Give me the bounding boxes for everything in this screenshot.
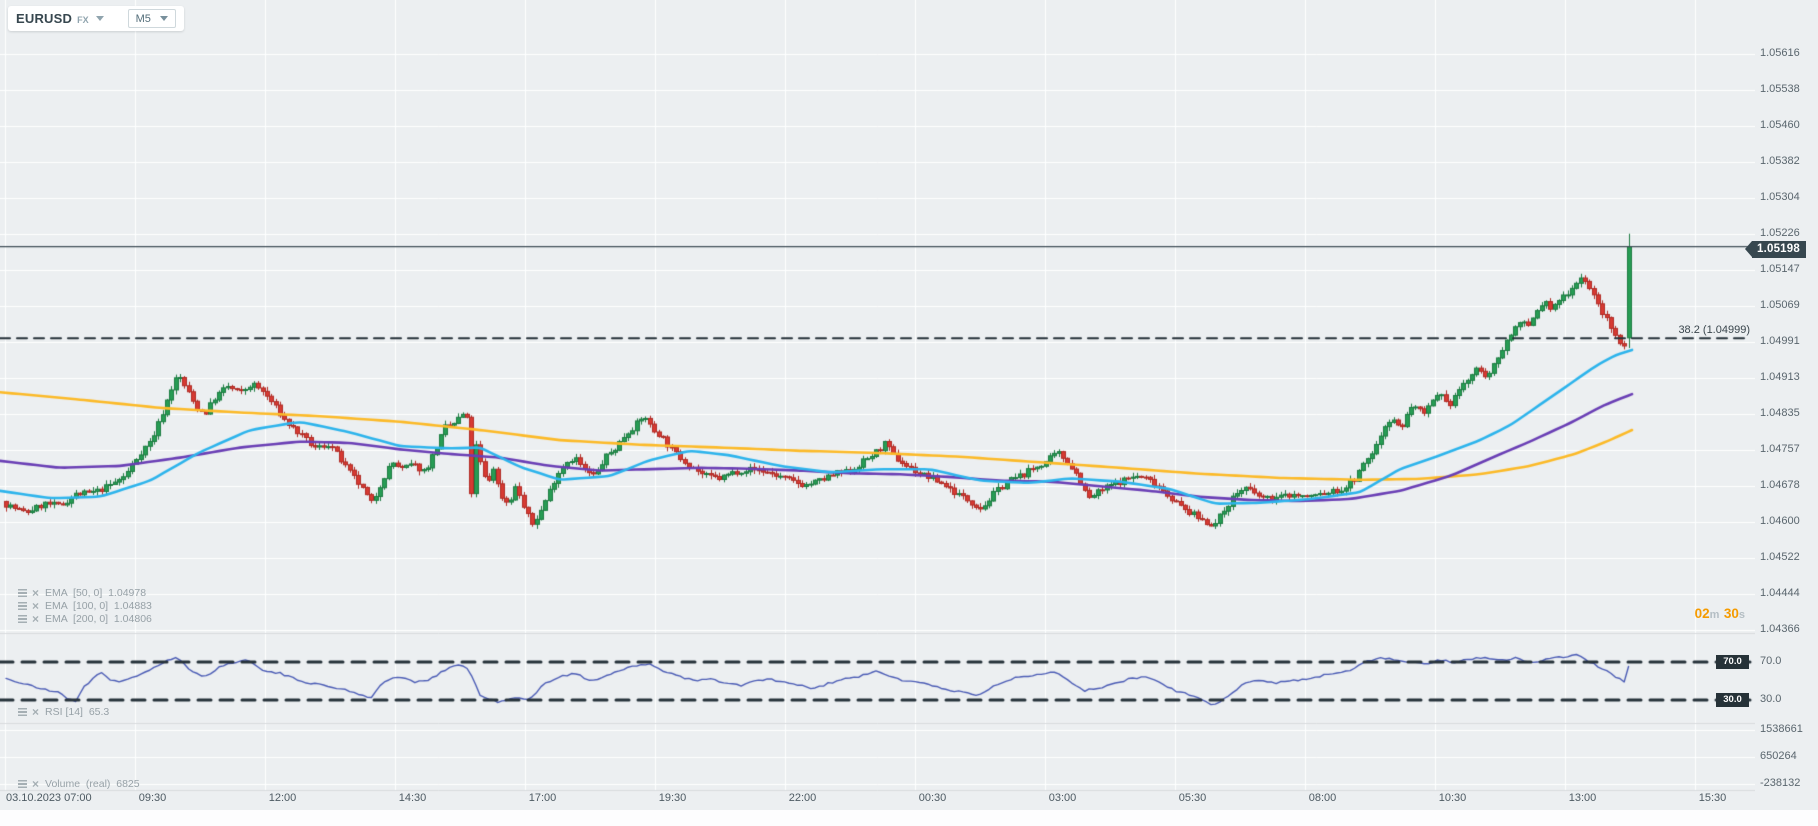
countdown-seconds: 30: [1723, 606, 1739, 621]
time-axis-label: 19:30: [658, 792, 687, 804]
volume-axis-label: 1538661: [1760, 723, 1803, 735]
countdown-seconds-unit: s: [1738, 609, 1745, 621]
volume-axis-label: 650264: [1760, 750, 1797, 762]
symbol-dropdown[interactable]: EURUSD FX: [16, 11, 104, 26]
time-axis-label: 17:00: [528, 792, 557, 804]
indicator-close-icon[interactable]: ×: [32, 777, 40, 791]
bottom-strip: [0, 810, 1818, 826]
chevron-down-icon: [95, 16, 104, 21]
indicator-settings-icon[interactable]: [18, 708, 27, 716]
indicator-settings-icon[interactable]: [18, 589, 27, 597]
time-axis-label: 14:30: [398, 792, 427, 804]
legend-ema50-text: EMA [50, 0] 1.04978: [45, 587, 147, 599]
chevron-down-icon: [159, 16, 168, 21]
time-axis-label: 09:30: [138, 792, 167, 804]
price-axis-label: 1.04444: [1760, 587, 1800, 599]
price-axis-label: 1.05382: [1760, 155, 1800, 167]
price-axis-label: 1.04913: [1760, 371, 1800, 383]
current-price-value: 1.05198: [1757, 243, 1800, 255]
time-axis-label: 13:00: [1568, 792, 1597, 804]
rsi-axis-lower-label: 30.0: [1760, 693, 1782, 705]
legend-ema100: × EMA [100, 0] 1.04883: [18, 600, 152, 612]
indicator-close-icon[interactable]: ×: [32, 586, 40, 600]
symbol-market-tag: FX: [77, 15, 89, 25]
price-axis-label: 1.05304: [1760, 191, 1800, 203]
time-axis-date-label: 03.10.2023 07:00: [6, 792, 92, 804]
price-axis-label: 1.04757: [1760, 443, 1800, 455]
indicator-close-icon[interactable]: ×: [32, 599, 40, 613]
countdown-minutes-unit: m: [1709, 609, 1720, 621]
time-axis-label: 10:30: [1438, 792, 1467, 804]
price-axis-label: 1.05226: [1760, 227, 1800, 239]
price-axis-label: 1.04366: [1760, 623, 1800, 635]
time-axis-label: 05:30: [1178, 792, 1207, 804]
price-axis-label: 1.04678: [1760, 479, 1800, 491]
timeframe-label: M5: [135, 12, 151, 25]
legend-ema200: × EMA [200, 0] 1.04806: [18, 613, 152, 625]
legend-ema50: × EMA [50, 0] 1.04978: [18, 587, 146, 599]
chart-toolbar: EURUSD FX M5: [8, 6, 184, 31]
price-axis[interactable]: 1.05616 1.05538 1.05460 1.05382 1.05304 1.052…: [1755, 0, 1818, 790]
symbol-name: EURUSD: [16, 11, 73, 26]
fib-retracement-label[interactable]: 38.2 (1.04999): [1678, 324, 1750, 336]
legend-volume: × Volume (real) 6825: [18, 778, 140, 790]
current-price-badge: 1.05198: [1745, 241, 1806, 258]
legend-rsi-text: RSI [14] 65.3: [45, 706, 110, 718]
chart-canvas[interactable]: [0, 0, 1755, 826]
legend-ema200-text: EMA [200, 0] 1.04806: [45, 613, 152, 625]
rsi-lower-badge: 30.0: [1716, 693, 1749, 707]
price-axis-label: 1.04522: [1760, 551, 1800, 563]
rsi-axis-upper-label: 70.0: [1760, 655, 1782, 667]
time-axis[interactable]: 03.10.2023 07:00 09:30 12:00 14:30 17:00 19:3…: [0, 790, 1755, 810]
legend-rsi: × RSI [14] 65.3: [18, 706, 109, 718]
time-axis-label: 08:00: [1308, 792, 1337, 804]
price-axis-label: 1.05460: [1760, 119, 1800, 131]
time-axis-label: 12:00: [268, 792, 297, 804]
time-axis-label: 22:00: [788, 792, 817, 804]
price-axis-label: 1.04600: [1760, 515, 1800, 527]
indicator-close-icon[interactable]: ×: [32, 705, 40, 719]
price-axis-label: 1.05616: [1760, 47, 1800, 59]
volume-axis-label: -238132: [1760, 777, 1801, 789]
price-axis-label: 1.05147: [1760, 263, 1800, 275]
indicator-close-icon[interactable]: ×: [32, 612, 40, 626]
legend-ema100-text: EMA [100, 0] 1.04883: [45, 600, 152, 612]
indicator-settings-icon[interactable]: [18, 780, 27, 788]
price-axis-label: 1.04991: [1760, 335, 1800, 347]
rsi-upper-badge: 70.0: [1716, 655, 1749, 669]
timeframe-dropdown[interactable]: M5: [127, 9, 176, 28]
price-axis-label: 1.04835: [1760, 407, 1800, 419]
legend-volume-text: Volume (real) 6825: [45, 778, 140, 790]
price-axis-label: 1.05069: [1760, 299, 1800, 311]
candle-countdown: 02m 30s: [1545, 605, 1745, 623]
time-axis-label: 00:30: [918, 792, 947, 804]
time-axis-label: 15:30: [1698, 792, 1727, 804]
price-axis-label: 1.05538: [1760, 83, 1800, 95]
indicator-settings-icon[interactable]: [18, 602, 27, 610]
time-axis-label: 03:00: [1048, 792, 1077, 804]
countdown-minutes: 02: [1694, 606, 1710, 621]
indicator-settings-icon[interactable]: [18, 615, 27, 623]
